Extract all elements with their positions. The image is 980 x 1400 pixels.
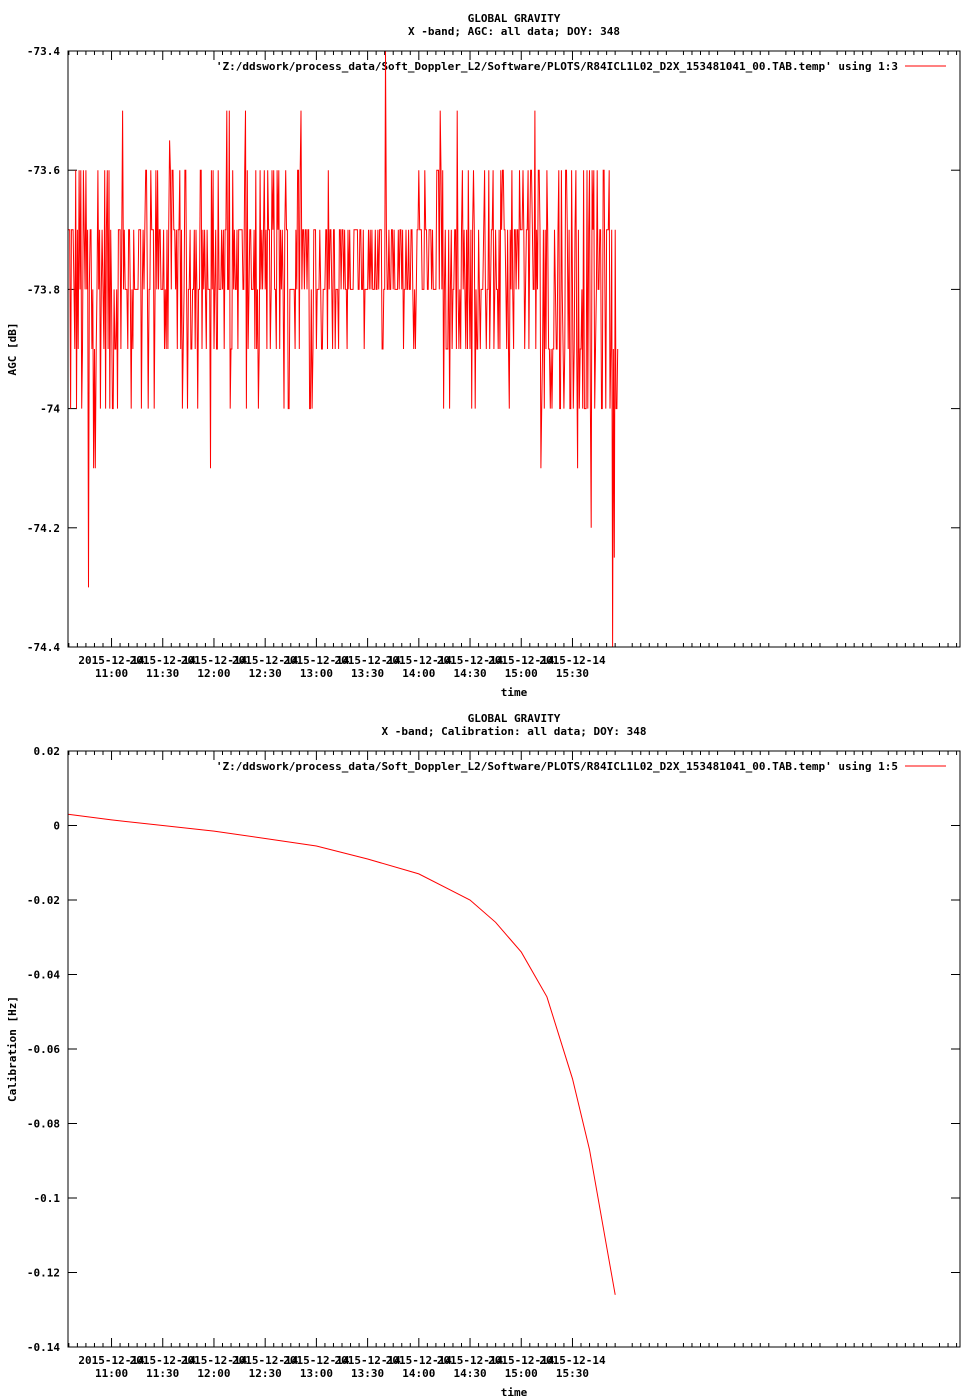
x-tick-time: 12:00 bbox=[197, 1367, 230, 1380]
x-tick-time: 15:00 bbox=[505, 1367, 538, 1380]
x-tick-date: 2015-12-14 bbox=[488, 654, 555, 667]
y-tick-label: -73.6 bbox=[27, 164, 60, 177]
legend: 'Z:/ddswork/process_data/Soft_Doppler_L2… bbox=[216, 60, 946, 73]
y-tick-label: -0.12 bbox=[27, 1267, 60, 1280]
y-tick-label: -0.14 bbox=[27, 1341, 60, 1354]
x-tick-date: 2015-12-14 bbox=[181, 1354, 248, 1367]
x-tick-date: 2015-12-14 bbox=[334, 1354, 401, 1367]
x-tick-date: 2015-12-14 bbox=[386, 654, 453, 667]
plot-frame bbox=[67, 50, 961, 648]
x-tick-time: 14:00 bbox=[402, 667, 435, 680]
legend-label: 'Z:/ddswork/process_data/Soft_Doppler_L2… bbox=[216, 760, 898, 773]
x-tick-time: 12:00 bbox=[197, 667, 230, 680]
x-tick-date: 2015-12-14 bbox=[78, 654, 145, 667]
y-tick-label: 0.02 bbox=[34, 745, 61, 758]
series-line bbox=[67, 813, 616, 1295]
x-tick-date: 2015-12-14 bbox=[78, 1354, 145, 1367]
y-tick-label: -73.4 bbox=[27, 45, 60, 58]
x-tick-date: 2015-12-14 bbox=[488, 1354, 555, 1367]
x-tick-time: 14:30 bbox=[453, 667, 486, 680]
y-tick-label: -74.4 bbox=[27, 641, 60, 654]
y-tick-label: -0.04 bbox=[27, 969, 60, 982]
x-tick-time: 11:00 bbox=[95, 667, 128, 680]
x-tick-date: 2015-12-14 bbox=[283, 654, 350, 667]
legend: 'Z:/ddswork/process_data/Soft_Doppler_L2… bbox=[216, 760, 946, 773]
plot-frame bbox=[67, 750, 961, 1348]
y-tick-label: -0.02 bbox=[27, 894, 60, 907]
x-axis-label: time bbox=[501, 686, 528, 699]
x-tick-time: 13:00 bbox=[300, 1367, 333, 1380]
y-tick-label: -74 bbox=[40, 403, 60, 416]
y-axis-label: AGC [dB] bbox=[6, 323, 19, 376]
y-tick-label: -0.1 bbox=[34, 1192, 61, 1205]
y-tick-label: 0 bbox=[53, 820, 60, 833]
x-tick-time: 12:30 bbox=[249, 1367, 282, 1380]
x-axis-label: time bbox=[501, 1386, 528, 1399]
x-tick-time: 13:00 bbox=[300, 667, 333, 680]
y-tick-label: -73.8 bbox=[27, 283, 60, 296]
x-tick-date: 2015-12-14 bbox=[539, 1354, 606, 1367]
chart-subtitle: X -band; AGC: all data; DOY: 348 bbox=[408, 25, 620, 38]
x-tick-time: 15:30 bbox=[556, 667, 589, 680]
x-tick-date: 2015-12-14 bbox=[232, 1354, 299, 1367]
y-tick-label: -74.2 bbox=[27, 522, 60, 535]
x-tick-date: 2015-12-14 bbox=[130, 654, 197, 667]
x-tick-date: 2015-12-14 bbox=[232, 654, 299, 667]
chart-title: GLOBAL GRAVITY bbox=[468, 12, 561, 25]
x-tick-date: 2015-12-14 bbox=[386, 1354, 453, 1367]
legend-label: 'Z:/ddswork/process_data/Soft_Doppler_L2… bbox=[216, 60, 898, 73]
x-tick-time: 15:00 bbox=[505, 667, 538, 680]
x-tick-date: 2015-12-14 bbox=[130, 1354, 197, 1367]
x-tick-time: 14:30 bbox=[453, 1367, 486, 1380]
chart-title: GLOBAL GRAVITY bbox=[468, 712, 561, 725]
y-tick-label: -0.08 bbox=[27, 1118, 60, 1131]
x-tick-time: 13:30 bbox=[351, 667, 384, 680]
x-tick-date: 2015-12-14 bbox=[437, 1354, 504, 1367]
x-tick-date: 2015-12-14 bbox=[283, 1354, 350, 1367]
series-line bbox=[68, 50, 619, 648]
x-tick-date: 2015-12-14 bbox=[437, 654, 504, 667]
x-tick-time: 14:00 bbox=[402, 1367, 435, 1380]
x-tick-date: 2015-12-14 bbox=[334, 654, 401, 667]
y-axis-label: Calibration [Hz] bbox=[6, 996, 19, 1102]
x-tick-time: 15:30 bbox=[556, 1367, 589, 1380]
x-tick-time: 11:00 bbox=[95, 1367, 128, 1380]
x-tick-date: 2015-12-14 bbox=[539, 654, 606, 667]
x-tick-time: 11:30 bbox=[146, 667, 179, 680]
y-tick-label: -0.06 bbox=[27, 1043, 60, 1056]
chart-subtitle: X -band; Calibration: all data; DOY: 348 bbox=[382, 725, 647, 738]
x-tick-time: 11:30 bbox=[146, 1367, 179, 1380]
x-tick-time: 12:30 bbox=[249, 667, 282, 680]
x-tick-date: 2015-12-14 bbox=[181, 654, 248, 667]
x-tick-time: 13:30 bbox=[351, 1367, 384, 1380]
